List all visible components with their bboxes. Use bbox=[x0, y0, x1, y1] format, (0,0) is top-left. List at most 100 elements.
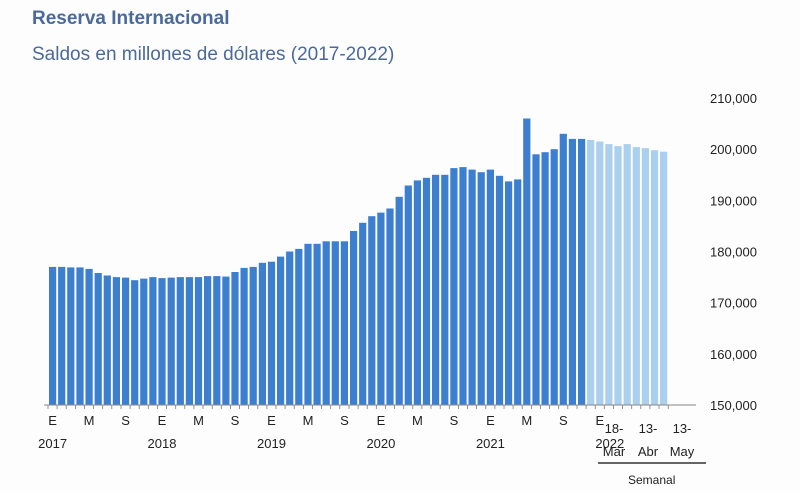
x-year-label-1: 2018 bbox=[148, 436, 177, 451]
bar-monthly-6 bbox=[103, 275, 111, 405]
bar-monthly-34 bbox=[359, 222, 367, 405]
bar-monthly-24 bbox=[267, 261, 276, 405]
x-month-label-10: M bbox=[412, 413, 423, 428]
bar-monthly-20 bbox=[231, 272, 239, 405]
x-week-label-month-1: Abr bbox=[638, 444, 659, 459]
bar-monthly-48 bbox=[486, 169, 494, 405]
bar-monthly-55 bbox=[550, 149, 558, 405]
bars-group bbox=[49, 118, 668, 406]
bar-monthly-16 bbox=[194, 277, 203, 405]
x-month-label-0: E bbox=[48, 413, 57, 428]
bar-monthly-2 bbox=[67, 267, 75, 405]
bar-weekly-1 bbox=[596, 141, 604, 405]
bar-monthly-17 bbox=[204, 276, 212, 405]
x-month-label-15: E bbox=[595, 413, 604, 428]
bar-monthly-32 bbox=[340, 241, 348, 405]
x-month-label-2: S bbox=[121, 413, 130, 428]
bar-weekly-0 bbox=[587, 140, 595, 405]
x-month-label-1: M bbox=[84, 413, 95, 428]
x-year-label-2: 2019 bbox=[257, 436, 286, 451]
bar-monthly-57 bbox=[568, 138, 576, 405]
bar-monthly-51 bbox=[514, 179, 522, 405]
bar-monthly-38 bbox=[395, 196, 403, 405]
bar-monthly-58 bbox=[578, 138, 586, 405]
bar-monthly-3 bbox=[76, 267, 84, 405]
bar-monthly-43 bbox=[441, 174, 449, 406]
bar-weekly-8 bbox=[660, 151, 668, 405]
bar-weekly-2 bbox=[605, 144, 613, 405]
bar-monthly-27 bbox=[295, 248, 303, 405]
x-tick-labels: E M S E M S E M S E M S E M S E 2017 2018 2019 2020 2021 2022… bbox=[38, 413, 695, 459]
bar-monthly-29 bbox=[313, 243, 321, 405]
bar-monthly-33 bbox=[350, 231, 358, 405]
x-week-label-month-0: Mar bbox=[603, 444, 626, 459]
x-month-label-5: S bbox=[231, 413, 240, 428]
y-tick-label-4: 190,000 bbox=[710, 193, 757, 208]
y-tick-label-3: 180,000 bbox=[710, 245, 757, 260]
bar-monthly-40 bbox=[413, 180, 421, 405]
bar-monthly-46 bbox=[468, 169, 476, 405]
y-tick-label-0: 150,000 bbox=[710, 398, 757, 413]
bar-monthly-53 bbox=[532, 154, 540, 405]
bar-monthly-30 bbox=[322, 241, 330, 405]
x-month-label-3: E bbox=[158, 413, 167, 428]
bar-monthly-7 bbox=[112, 277, 120, 405]
bar-monthly-49 bbox=[495, 175, 504, 405]
bar-monthly-47 bbox=[477, 172, 485, 405]
x-tick-marks bbox=[47, 405, 669, 409]
bar-monthly-31 bbox=[331, 241, 339, 405]
bar-monthly-41 bbox=[422, 177, 431, 405]
bar-monthly-42 bbox=[432, 174, 440, 406]
x-month-label-6: E bbox=[267, 413, 276, 428]
bar-monthly-15 bbox=[185, 277, 193, 405]
bar-monthly-54 bbox=[541, 152, 549, 405]
bar-monthly-44 bbox=[450, 168, 458, 405]
bar-monthly-45 bbox=[459, 167, 467, 405]
x-month-label-14: S bbox=[559, 413, 568, 428]
bar-monthly-23 bbox=[258, 262, 266, 405]
x-month-label-4: M bbox=[193, 413, 204, 428]
chart-title: Reserva Internacional bbox=[32, 8, 230, 29]
y-tick-label-1: 160,000 bbox=[710, 347, 757, 362]
bar-monthly-25 bbox=[277, 256, 285, 405]
bar-monthly-37 bbox=[386, 208, 394, 405]
x-month-label-8: S bbox=[340, 413, 349, 428]
bar-monthly-28 bbox=[304, 243, 312, 405]
bar-weekly-5 bbox=[632, 147, 640, 405]
y-tick-label-6: 210,000 bbox=[710, 91, 757, 106]
bar-monthly-19 bbox=[222, 276, 230, 405]
bar-monthly-4 bbox=[85, 268, 93, 405]
bar-monthly-22 bbox=[249, 266, 257, 405]
bar-monthly-5 bbox=[94, 273, 102, 405]
bar-monthly-13 bbox=[167, 277, 175, 405]
x-week-label-month-2: May bbox=[670, 444, 695, 459]
bar-monthly-9 bbox=[131, 280, 139, 405]
y-tick-label-5: 200,000 bbox=[710, 142, 757, 157]
bar-weekly-6 bbox=[641, 148, 649, 405]
bar-monthly-8 bbox=[122, 277, 130, 405]
x-month-label-13: M bbox=[521, 413, 532, 428]
x-year-label-0: 2017 bbox=[38, 436, 67, 451]
x-week-label-day-1: 13- bbox=[639, 421, 658, 436]
x-week-label-day-0: 18- bbox=[605, 421, 624, 436]
chart-subtitle: Saldos en millones de dólares (2017-2022… bbox=[32, 44, 395, 65]
bar-monthly-10 bbox=[140, 278, 148, 405]
bar-monthly-14 bbox=[176, 277, 184, 405]
bar-monthly-0 bbox=[49, 266, 57, 405]
bar-monthly-18 bbox=[213, 276, 221, 405]
semanal-label: Semanal bbox=[628, 473, 676, 487]
bar-monthly-26 bbox=[286, 251, 294, 405]
bar-monthly-11 bbox=[149, 277, 157, 405]
y-tick-labels: 150,000 160,000 170,000 180,000 190,000 200,0… bbox=[710, 91, 757, 413]
x-month-label-9: E bbox=[377, 413, 386, 428]
bar-weekly-4 bbox=[623, 144, 631, 405]
bar-monthly-35 bbox=[368, 216, 376, 405]
x-month-label-12: E bbox=[486, 413, 495, 428]
x-year-label-3: 2020 bbox=[366, 436, 395, 451]
bar-monthly-50 bbox=[505, 181, 513, 405]
x-month-label-7: M bbox=[303, 413, 314, 428]
bar-weekly-3 bbox=[614, 146, 622, 405]
bar-monthly-56 bbox=[559, 133, 567, 406]
y-tick-label-2: 170,000 bbox=[710, 296, 757, 311]
